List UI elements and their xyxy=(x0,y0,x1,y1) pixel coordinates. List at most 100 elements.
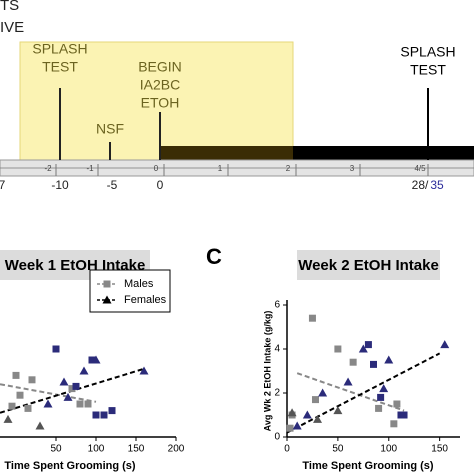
label: -5 xyxy=(107,178,118,192)
label: 35 xyxy=(430,178,444,192)
y-tick-label: 6 xyxy=(274,300,280,311)
label: 0 xyxy=(154,164,159,173)
point xyxy=(59,377,69,386)
point xyxy=(3,414,13,423)
point xyxy=(400,411,408,419)
point xyxy=(92,411,100,419)
point xyxy=(76,400,84,408)
label: 28/ xyxy=(412,178,429,192)
point xyxy=(16,391,24,399)
point xyxy=(108,407,116,415)
point xyxy=(358,344,368,353)
legend-label: Females xyxy=(124,294,167,306)
point xyxy=(88,356,96,364)
baseline-window xyxy=(19,41,294,161)
point xyxy=(313,414,323,423)
point xyxy=(384,355,394,364)
point xyxy=(68,385,76,393)
legend-label: Males xyxy=(124,278,154,290)
point xyxy=(390,420,398,428)
label: SPLASH xyxy=(32,41,87,57)
point xyxy=(287,408,297,417)
x-tick-label: 150 xyxy=(431,444,448,455)
label: 1 xyxy=(218,164,223,173)
y-tick-label: 0 xyxy=(274,432,280,443)
x-tick-label: 50 xyxy=(50,444,62,455)
point xyxy=(333,406,343,415)
label: ETOH xyxy=(141,95,180,111)
point xyxy=(35,421,45,430)
x-tick-label: 100 xyxy=(380,444,397,455)
label: BEGIN xyxy=(138,59,182,75)
label: TEST xyxy=(410,62,446,78)
y-axis-label: Avg Wk 2 EtOH Intake (g/kg) xyxy=(262,311,272,432)
panel-label: C xyxy=(206,244,222,269)
point xyxy=(12,371,20,379)
point xyxy=(311,396,319,404)
point xyxy=(292,421,302,430)
label: NSF xyxy=(96,121,124,137)
y-tick-label: 4 xyxy=(274,344,280,355)
point xyxy=(334,345,342,353)
point xyxy=(72,382,80,390)
point xyxy=(84,400,92,408)
point xyxy=(379,384,389,393)
legend-swatch xyxy=(102,295,112,304)
trend-line xyxy=(296,372,405,412)
point xyxy=(43,399,53,408)
point xyxy=(393,400,401,408)
label: 7 xyxy=(0,178,6,192)
label: SPLASH xyxy=(400,44,455,60)
point xyxy=(100,411,108,419)
point xyxy=(286,424,294,432)
x-axis-label: Time Spent Grooming (s) xyxy=(4,460,136,472)
legend-swatch xyxy=(103,280,111,288)
etoh-bar-early xyxy=(160,146,293,160)
label: TS xyxy=(0,0,19,14)
label: TEST xyxy=(42,59,78,75)
label: -10 xyxy=(51,178,69,192)
timeline: TS IVE SPLASH TEST NSF BEGIN IA2BC ETOH SPLASH TE… xyxy=(0,0,456,192)
label: -1 xyxy=(86,164,94,173)
point xyxy=(52,345,60,353)
x-axis-label: Time Spent Grooming (s) xyxy=(302,460,434,472)
point xyxy=(91,355,101,364)
point xyxy=(440,340,450,349)
point xyxy=(63,392,73,401)
label: 4/5 xyxy=(414,164,426,173)
point xyxy=(28,376,36,384)
label: 0 xyxy=(157,178,164,192)
x-tick-label: 100 xyxy=(88,444,105,455)
point xyxy=(139,366,149,375)
trend-line xyxy=(0,383,97,403)
y-tick-label: 2 xyxy=(274,388,280,399)
point xyxy=(375,404,383,412)
point xyxy=(377,393,385,401)
point xyxy=(364,341,372,349)
point xyxy=(343,377,353,386)
legend-box xyxy=(89,269,171,313)
point xyxy=(318,388,328,397)
trend-line xyxy=(286,352,441,434)
x-tick-label: 200 xyxy=(168,444,185,455)
x-tick-label: 0 xyxy=(284,444,290,455)
label: IVE xyxy=(0,19,24,36)
point xyxy=(349,358,357,366)
point xyxy=(370,360,377,368)
x-tick-label: 50 xyxy=(332,444,344,455)
title-box xyxy=(297,250,440,280)
label: IA2BC xyxy=(140,77,180,93)
point xyxy=(308,314,316,322)
point xyxy=(8,402,16,410)
chart-title: Week 2 EtOH Intake xyxy=(298,257,439,274)
point xyxy=(302,410,312,419)
label: 3 xyxy=(350,164,355,173)
label: 2 xyxy=(286,164,291,173)
point xyxy=(24,404,32,412)
label: -2 xyxy=(44,164,52,173)
x-tick-label: 150 xyxy=(128,444,145,455)
point xyxy=(79,366,89,375)
etoh-bar-late xyxy=(293,146,474,160)
